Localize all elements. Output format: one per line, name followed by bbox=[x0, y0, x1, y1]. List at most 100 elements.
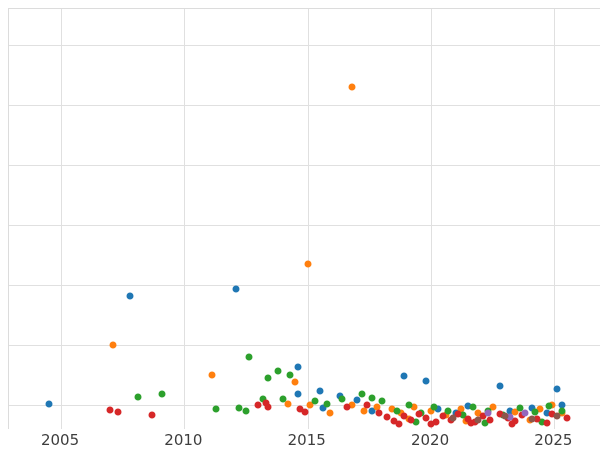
data-point-series-orange bbox=[410, 403, 418, 411]
data-point-series-blue bbox=[558, 401, 566, 409]
v-gridline bbox=[307, 9, 309, 429]
data-point-series-blue bbox=[232, 285, 240, 293]
data-point-series-red bbox=[400, 412, 408, 420]
data-point-series-green bbox=[459, 411, 467, 419]
data-point-series-green bbox=[134, 393, 141, 401]
data-point-series-blue bbox=[464, 402, 472, 410]
data-point-series-purple bbox=[521, 409, 529, 417]
data-point-series-red bbox=[262, 399, 270, 407]
data-point-series-brown bbox=[553, 412, 561, 420]
x-axis: 2005 2010 2015 2020 2025 bbox=[8, 428, 600, 450]
data-point-series-orange bbox=[427, 407, 435, 415]
data-point-series-red bbox=[486, 416, 494, 424]
data-point-series-green bbox=[259, 395, 267, 403]
data-point-series-blue bbox=[553, 385, 561, 393]
data-point-series-green bbox=[242, 407, 250, 415]
data-point-series-green bbox=[212, 405, 220, 413]
data-point-series-green bbox=[274, 367, 282, 375]
v-gridline bbox=[61, 9, 63, 429]
data-point-series-red bbox=[264, 403, 272, 411]
data-point-series-red bbox=[467, 419, 474, 427]
data-point-series-red bbox=[454, 410, 462, 418]
data-point-series-green bbox=[545, 402, 553, 410]
data-point-series-red bbox=[383, 413, 391, 421]
data-point-series-red bbox=[432, 418, 440, 426]
data-point-series-blue bbox=[353, 396, 361, 404]
data-point-series-red bbox=[375, 409, 383, 417]
h-gridline bbox=[9, 45, 600, 46]
h-gridline bbox=[9, 105, 600, 106]
data-point-series-green bbox=[558, 407, 566, 415]
data-point-series-red bbox=[427, 420, 435, 428]
data-point-series-green bbox=[531, 408, 539, 416]
h-gridline bbox=[9, 225, 600, 226]
data-point-series-red bbox=[148, 411, 156, 419]
data-point-series-red bbox=[363, 401, 371, 409]
h-gridline bbox=[9, 285, 600, 286]
data-point-series-green bbox=[279, 395, 287, 403]
data-point-series-blue bbox=[543, 409, 551, 417]
data-point-series-red bbox=[464, 415, 472, 423]
data-point-series-orange bbox=[373, 403, 381, 411]
data-point-series-red bbox=[343, 403, 351, 411]
data-point-series-brown bbox=[449, 414, 457, 422]
data-point-series-red bbox=[296, 405, 304, 413]
v-gridline bbox=[431, 9, 433, 429]
data-point-series-green bbox=[538, 418, 546, 426]
data-point-series-red bbox=[511, 417, 519, 425]
h-gridline bbox=[9, 165, 600, 166]
data-point-series-green bbox=[358, 390, 366, 398]
data-point-series-green bbox=[516, 404, 524, 412]
data-point-series-orange bbox=[291, 378, 299, 386]
h-gridline bbox=[9, 405, 600, 406]
data-point-series-blue bbox=[400, 372, 408, 380]
data-point-series-blue bbox=[368, 407, 376, 415]
data-point-series-blue bbox=[316, 387, 324, 395]
data-point-series-orange bbox=[306, 401, 314, 409]
data-point-series-purple bbox=[506, 413, 514, 421]
v-gridline bbox=[184, 9, 186, 429]
data-point-series-blue bbox=[45, 400, 53, 408]
data-point-series-green bbox=[286, 371, 294, 379]
data-point-series-red bbox=[496, 410, 504, 418]
data-point-series-red bbox=[114, 408, 122, 416]
data-point-series-orange bbox=[109, 341, 117, 349]
data-point-series-green bbox=[245, 353, 252, 361]
data-point-series-blue bbox=[126, 292, 134, 300]
data-point-series-brown bbox=[528, 415, 536, 423]
data-point-series-blue bbox=[319, 404, 326, 412]
x-tick-label: 2020 bbox=[410, 431, 450, 449]
h-gridline bbox=[9, 345, 600, 346]
data-point-series-green bbox=[368, 394, 376, 402]
data-point-series-red bbox=[301, 408, 309, 416]
data-point-series-green bbox=[393, 407, 400, 415]
data-point-series-green bbox=[323, 400, 331, 408]
data-point-series-brown bbox=[501, 412, 509, 420]
data-point-series-purple bbox=[484, 409, 492, 417]
data-point-series-green bbox=[235, 404, 243, 412]
data-point-series-green bbox=[311, 397, 319, 405]
x-tick-label: 2010 bbox=[164, 431, 203, 449]
data-point-series-orange bbox=[348, 83, 356, 91]
v-gridline bbox=[554, 9, 556, 429]
data-point-series-orange bbox=[360, 407, 368, 415]
data-point-series-blue bbox=[294, 363, 302, 371]
data-point-series-red bbox=[106, 406, 114, 414]
data-point-series-red bbox=[479, 412, 487, 420]
data-point-series-green bbox=[430, 403, 437, 411]
data-point-series-orange bbox=[304, 260, 312, 268]
data-point-series-orange bbox=[208, 371, 215, 379]
data-point-series-orange bbox=[284, 400, 292, 408]
data-point-series-blue bbox=[506, 407, 514, 415]
data-point-series-red bbox=[439, 412, 447, 420]
data-point-series-brown bbox=[474, 416, 482, 424]
x-tick-label: 2025 bbox=[534, 431, 573, 449]
data-point-series-green bbox=[158, 390, 166, 398]
data-point-series-red bbox=[395, 420, 403, 428]
data-point-series-green bbox=[338, 395, 346, 403]
data-point-series-orange bbox=[474, 409, 482, 417]
data-point-series-red bbox=[407, 416, 415, 424]
plot-area bbox=[8, 8, 600, 429]
data-point-series-red bbox=[548, 410, 556, 418]
